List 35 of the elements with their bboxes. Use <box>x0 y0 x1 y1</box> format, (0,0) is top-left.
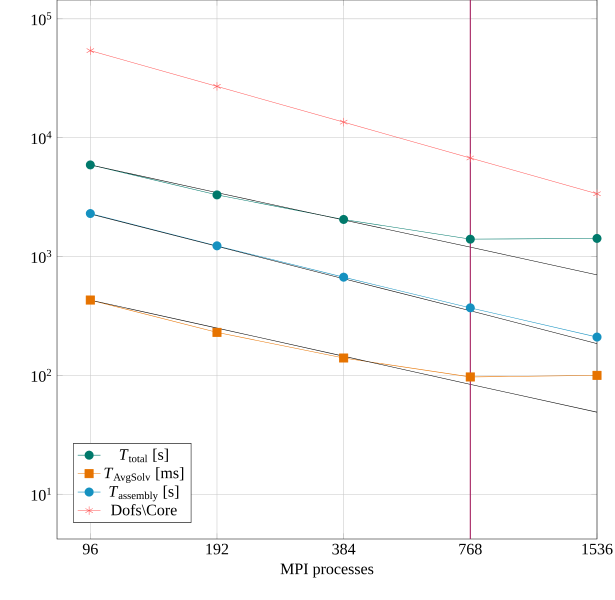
point <box>86 160 95 170</box>
point <box>213 82 221 91</box>
x-tick-label: 768 <box>459 544 482 554</box>
point <box>339 353 348 363</box>
point <box>592 332 602 342</box>
point <box>466 303 475 312</box>
point <box>592 234 602 243</box>
point <box>340 118 348 127</box>
point <box>212 241 222 250</box>
point <box>466 372 475 382</box>
y-tick-label: 10$^{4}$ <box>32 131 52 144</box>
x-tick-label: 192 <box>206 544 228 554</box>
point <box>466 153 474 162</box>
point <box>212 190 222 200</box>
x-tick-label: 1536 <box>582 544 613 554</box>
x-tick-label: 384 <box>332 544 356 554</box>
y-tick-label: 10$^{2}$ <box>32 368 52 382</box>
y-tick-label: 10$^{1}$ <box>32 488 51 501</box>
x-axis-title: MPI processes <box>280 564 374 578</box>
point <box>212 328 222 337</box>
point <box>466 234 475 244</box>
y-tick-label: 10$^{3}$ <box>32 250 52 264</box>
point <box>592 370 602 380</box>
y-tick-label: 10$^{5}$ <box>32 12 52 26</box>
x-tick-label: 96 <box>82 544 98 554</box>
legend-label: T$_{AvgSolv}$ [ms] <box>104 467 184 483</box>
legend-label: T$_{assembly}$ [s] <box>109 486 178 502</box>
point <box>339 214 348 224</box>
legend-label: Dofs\Core <box>111 504 177 516</box>
point <box>339 272 348 282</box>
point <box>86 208 95 218</box>
point <box>593 189 601 198</box>
point <box>86 296 95 305</box>
legend-label: T$_{total}$ [s] <box>120 448 168 462</box>
point <box>86 46 94 56</box>
